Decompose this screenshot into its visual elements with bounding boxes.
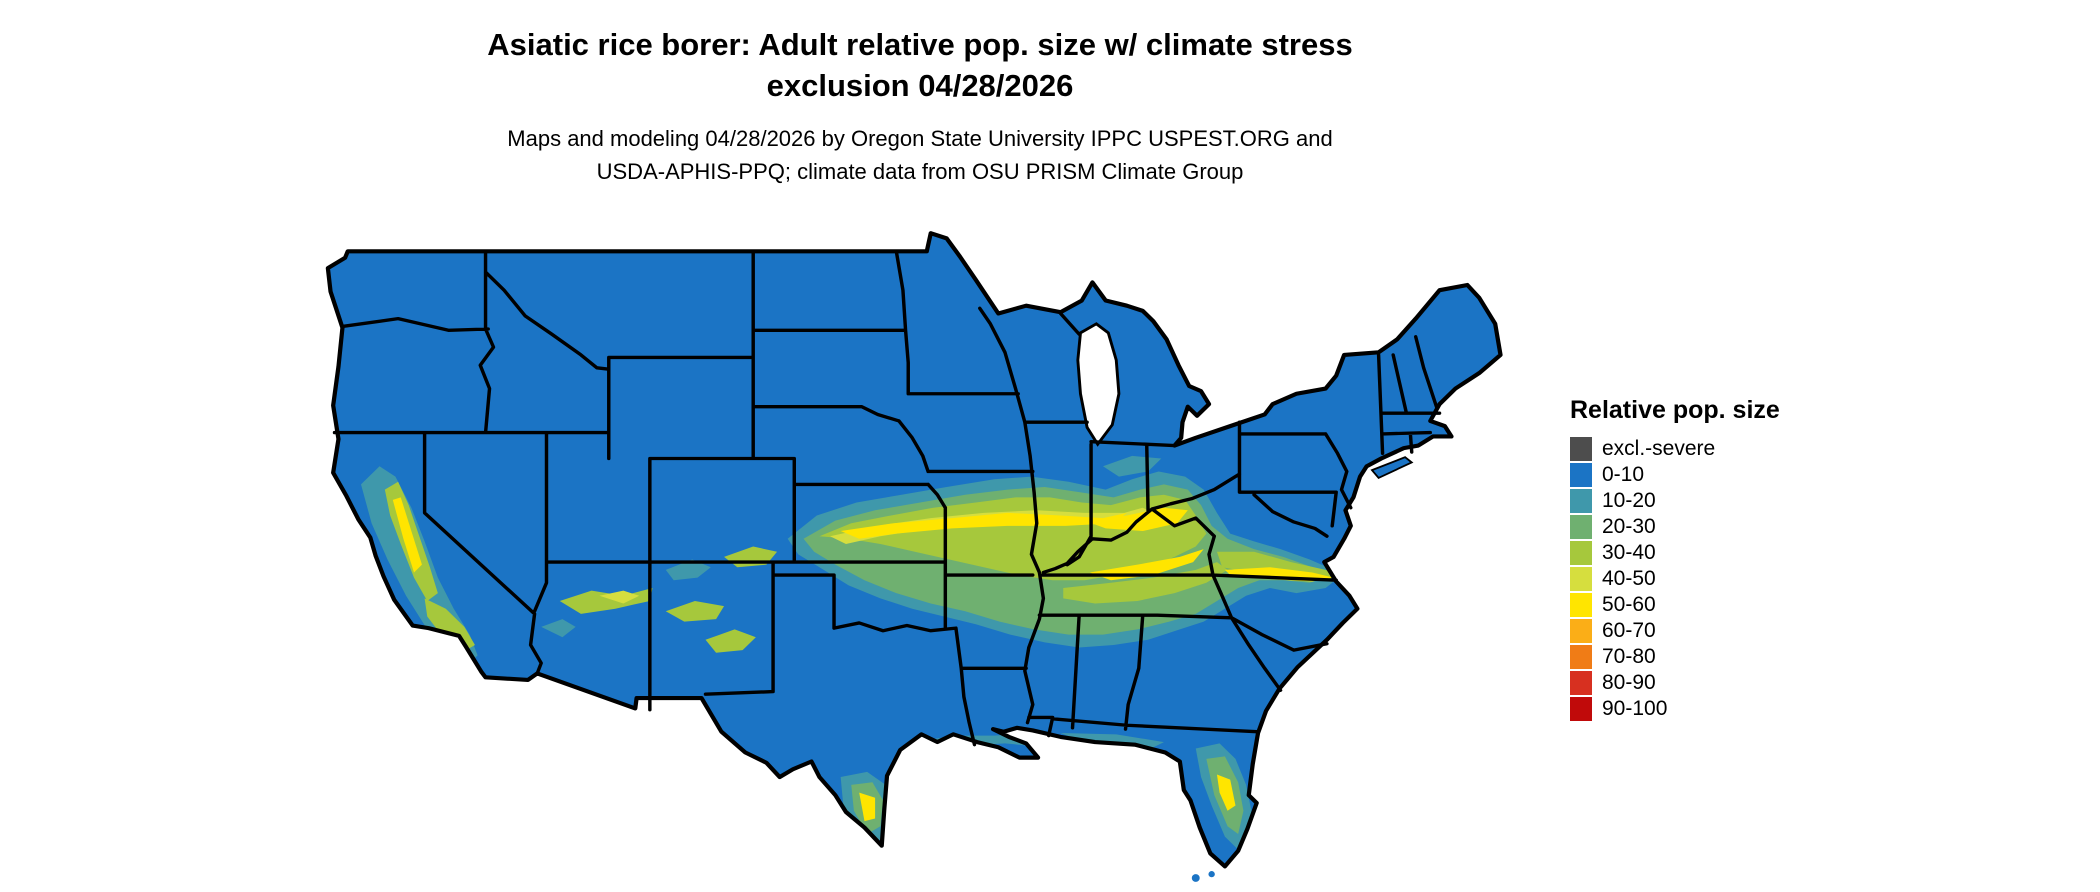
legend-item: 70-80 bbox=[1570, 645, 1870, 669]
legend-swatch bbox=[1570, 515, 1592, 539]
subtitle-block: Maps and modeling 04/28/2026 by Oregon S… bbox=[0, 122, 1840, 188]
legend-swatch bbox=[1570, 567, 1592, 591]
legend-title: Relative pop. size bbox=[1570, 396, 1780, 424]
map-subtitle-line2: USDA-APHIS-PPQ; climate data from OSU PR… bbox=[596, 159, 1244, 184]
legend-item: 90-100 bbox=[1570, 697, 1870, 721]
legend-swatch bbox=[1570, 645, 1592, 669]
legend-swatch bbox=[1570, 463, 1592, 487]
legend-label: 50-60 bbox=[1602, 593, 1656, 616]
us-map-svg bbox=[325, 231, 1503, 882]
legend-swatch bbox=[1570, 489, 1592, 513]
legend-label: 30-40 bbox=[1602, 541, 1656, 564]
legend: Relative pop. size excl.-severe 0-10 10-… bbox=[1570, 396, 1870, 723]
legend-item: 80-90 bbox=[1570, 671, 1870, 695]
legend-swatch bbox=[1570, 541, 1592, 565]
map-title-line1: Asiatic rice borer: Adult relative pop. … bbox=[487, 27, 1353, 62]
legend-label: 10-20 bbox=[1602, 489, 1656, 512]
lake-michigan bbox=[1076, 322, 1121, 447]
legend-item: excl.-severe bbox=[1570, 437, 1870, 461]
legend-swatch bbox=[1570, 593, 1592, 617]
legend-label: 0-10 bbox=[1602, 463, 1645, 486]
legend-item: 60-70 bbox=[1570, 619, 1870, 643]
us-outline bbox=[325, 231, 1503, 869]
legend-item: 50-60 bbox=[1570, 593, 1870, 617]
legend-label: 60-70 bbox=[1602, 619, 1656, 642]
state-borders bbox=[332, 249, 1442, 747]
legend-label: excl.-severe bbox=[1602, 437, 1716, 460]
map-subtitle-line1: Maps and modeling 04/28/2026 by Oregon S… bbox=[507, 126, 1333, 151]
legend-swatch bbox=[1570, 671, 1592, 695]
legend-swatch bbox=[1570, 697, 1592, 721]
legend-label: 20-30 bbox=[1602, 515, 1656, 538]
legend-item: 10-20 bbox=[1570, 489, 1870, 513]
legend-label: 70-80 bbox=[1602, 645, 1656, 668]
legend-label: 90-100 bbox=[1602, 697, 1668, 720]
legend-label: 80-90 bbox=[1602, 671, 1656, 694]
legend-swatch bbox=[1570, 619, 1592, 643]
legend-item: 30-40 bbox=[1570, 541, 1870, 565]
legend-label: 40-50 bbox=[1602, 567, 1656, 590]
offshore-islands bbox=[1191, 456, 1414, 882]
legend-item: 0-10 bbox=[1570, 463, 1870, 487]
title-block: Asiatic rice borer: Adult relative pop. … bbox=[0, 24, 1840, 188]
map-title-line2: exclusion 04/28/2026 bbox=[766, 68, 1074, 103]
legend-item: 40-50 bbox=[1570, 567, 1870, 591]
legend-item: 20-30 bbox=[1570, 515, 1870, 539]
us-map bbox=[308, 228, 1527, 891]
legend-swatch bbox=[1570, 437, 1592, 461]
